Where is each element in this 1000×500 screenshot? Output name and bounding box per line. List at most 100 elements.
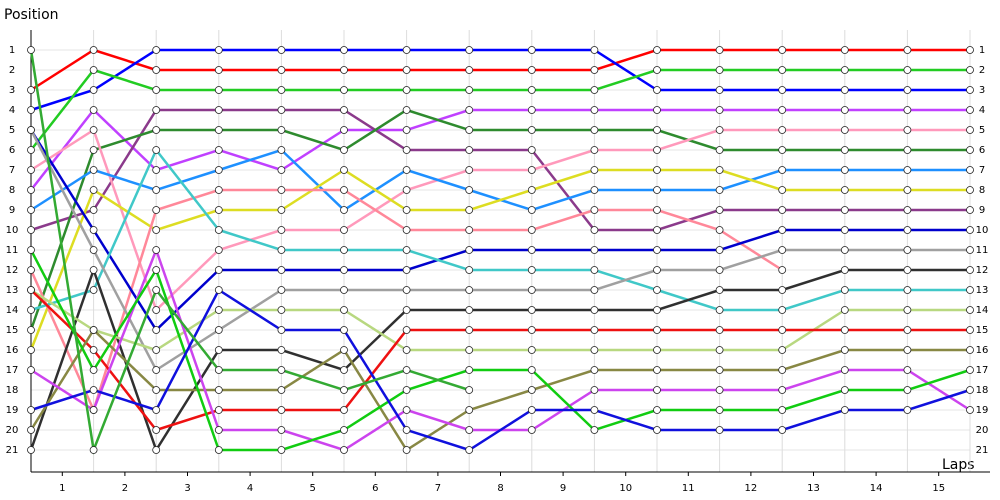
- lap-marker: [590, 106, 599, 114]
- lap-marker: [152, 346, 161, 354]
- lap-marker: [152, 366, 161, 374]
- lap-marker: [277, 386, 286, 394]
- lap-marker: [653, 286, 661, 294]
- lap-marker: [27, 106, 35, 114]
- lap-marker: [277, 166, 286, 174]
- lap-marker: [653, 206, 661, 214]
- lap-marker: [778, 266, 787, 274]
- lap-marker: [465, 166, 474, 174]
- lap-marker: [903, 46, 912, 54]
- lap-marker: [966, 226, 974, 234]
- lap-marker: [966, 106, 974, 114]
- lap-marker: [277, 66, 286, 74]
- y-tick-label-right: 8: [979, 185, 985, 196]
- lap-marker: [27, 306, 35, 314]
- y-tick-label-right: 3: [979, 85, 985, 96]
- plot-area: [27, 46, 974, 455]
- lap-marker: [715, 186, 724, 194]
- lap-marker: [778, 306, 787, 314]
- lap-marker: [653, 366, 661, 374]
- lap-marker: [465, 66, 474, 74]
- lap-marker: [214, 426, 223, 434]
- lap-marker: [402, 346, 411, 354]
- lap-marker: [152, 106, 161, 114]
- lap-marker: [214, 446, 223, 454]
- lap-marker: [277, 186, 286, 194]
- lap-marker: [89, 186, 98, 194]
- lap-marker: [340, 426, 348, 434]
- y-tick-label-right: 17: [976, 365, 989, 376]
- lap-marker: [715, 226, 724, 234]
- lap-marker: [903, 366, 912, 374]
- lap-marker: [89, 46, 98, 54]
- lap-marker: [402, 306, 411, 314]
- lap-marker: [27, 326, 35, 334]
- lap-marker: [527, 186, 536, 194]
- lap-marker: [715, 86, 724, 94]
- y-tick-label: 9: [9, 205, 15, 216]
- lap-marker: [966, 86, 974, 94]
- lap-marker: [214, 386, 223, 394]
- lap-marker: [89, 66, 98, 74]
- series-line: [29, 49, 470, 455]
- lap-marker: [527, 46, 536, 54]
- lap-marker: [27, 46, 35, 54]
- lap-marker: [402, 46, 411, 54]
- lap-marker: [152, 146, 161, 154]
- lap-marker: [214, 326, 223, 334]
- lap-marker: [214, 406, 223, 414]
- lap-marker: [465, 86, 474, 94]
- lap-marker: [527, 86, 536, 94]
- lap-marker: [966, 166, 974, 174]
- lap-marker: [527, 266, 536, 274]
- lap-marker: [778, 66, 787, 74]
- lap-marker: [903, 266, 912, 274]
- y-tick-label-right: 5: [979, 125, 985, 136]
- lap-marker: [277, 266, 286, 274]
- lap-marker: [653, 186, 661, 194]
- lap-marker: [903, 86, 912, 94]
- lap-marker: [402, 406, 411, 414]
- lap-marker: [527, 66, 536, 74]
- y-tick-label: 15: [6, 325, 19, 336]
- lap-marker: [840, 86, 849, 94]
- lap-marker: [277, 446, 286, 454]
- lap-marker: [590, 386, 599, 394]
- lap-marker: [966, 406, 974, 414]
- series-line: [30, 147, 970, 312]
- lap-marker: [527, 386, 536, 394]
- y-tick-label: 2: [9, 65, 15, 76]
- lap-marker: [214, 306, 223, 314]
- series-line: [30, 289, 970, 432]
- lap-marker: [840, 306, 849, 314]
- lap-marker: [527, 286, 536, 294]
- lap-marker: [152, 266, 161, 274]
- lap-marker: [465, 226, 474, 234]
- lap-marker: [527, 166, 536, 174]
- lap-marker: [840, 286, 849, 294]
- lap-marker: [653, 426, 661, 434]
- lap-marker: [465, 126, 474, 134]
- lap-marker: [590, 86, 599, 94]
- lap-marker: [340, 286, 348, 294]
- lap-marker: [903, 66, 912, 74]
- lap-marker: [340, 446, 348, 454]
- series-line: [30, 128, 970, 313]
- y-tick-label: 3: [9, 85, 15, 96]
- lap-marker: [277, 146, 286, 154]
- x-tick-label: 13: [807, 483, 820, 494]
- series-line: [29, 328, 970, 452]
- lap-marker: [402, 286, 411, 294]
- lap-marker: [89, 106, 98, 114]
- lap-marker: [715, 386, 724, 394]
- lap-marker: [778, 46, 787, 54]
- lap-marker: [402, 426, 411, 434]
- lap-marker: [465, 406, 474, 414]
- y-tick-label: 11: [6, 245, 19, 256]
- lap-marker: [214, 146, 223, 154]
- lap-marker: [840, 66, 849, 74]
- lap-marker: [402, 66, 411, 74]
- y-tick-label-right: 12: [976, 265, 989, 276]
- lap-marker: [27, 406, 35, 414]
- lap-marker: [27, 126, 35, 134]
